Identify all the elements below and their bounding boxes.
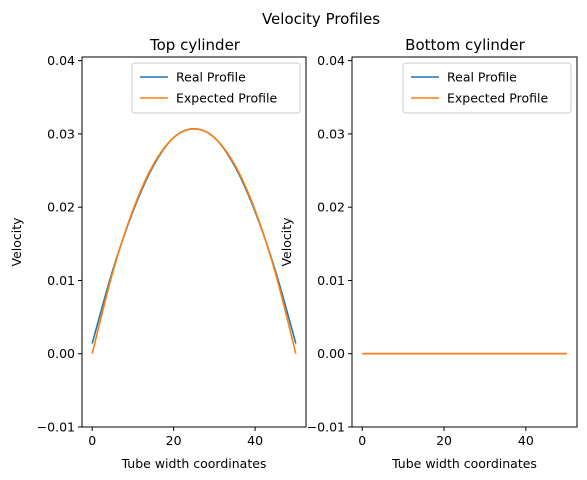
x-tick-label: 20 (436, 433, 452, 448)
x-tick-label: 0 (88, 433, 96, 448)
figure-suptitle: Velocity Profiles (262, 10, 380, 28)
expected-profile-legend-label: Expected Profile (176, 91, 277, 106)
y-tick-label: 0.01 (317, 273, 345, 288)
y-tick-label: 0.04 (317, 53, 345, 68)
x-tick-label: 0 (358, 433, 366, 448)
expected-profile-legend-label: Expected Profile (447, 91, 548, 106)
legend-box (402, 62, 572, 114)
y-tick-label: 0.02 (47, 200, 75, 215)
bottom-cylinder-title: Bottom cylinder (405, 36, 526, 54)
real-profile-legend-label: Real Profile (447, 70, 517, 85)
x-tick-label: 20 (166, 433, 182, 448)
y-tick-label: 0.00 (317, 346, 345, 361)
real-profile-legend-label: Real Profile (176, 70, 246, 85)
y-tick-label: 0.03 (317, 126, 345, 141)
top-cylinder-legend: Real Profile Expected Profile (131, 62, 301, 114)
expected-profile-line (91, 127, 297, 354)
y-tick-label: 0.00 (47, 346, 75, 361)
y-tick-label: −0.01 (37, 420, 75, 435)
y-tick-label: −0.01 (307, 420, 345, 435)
y-tick-label: 0.04 (47, 53, 75, 68)
y-axis-label: Velocity (9, 217, 24, 267)
x-axis-label: Tube width coordinates (121, 456, 267, 471)
y-tick-label: 0.03 (47, 126, 75, 141)
y-tick-label: 0.02 (317, 200, 345, 215)
legend-box (131, 62, 301, 114)
top-cylinder-axes-frame (81, 56, 307, 428)
bottom-cylinder-axes-frame (351, 56, 578, 428)
top-cylinder-title: Top cylinder (149, 36, 241, 54)
x-axis-label: Tube width coordinates (391, 456, 537, 471)
y-tick-label: 0.01 (47, 273, 75, 288)
x-tick-label: 40 (518, 433, 534, 448)
bottom-cylinder-legend: Real Profile Expected Profile (402, 62, 572, 114)
x-tick-label: 40 (247, 433, 263, 448)
bottom-cylinder-chart: Bottom cylinder 0 20 40 −0.01 0.00 0.01 0.02 0.0… (279, 36, 578, 471)
y-axis-label: Velocity (279, 217, 294, 267)
top-cylinder-chart: Top cylinder 0 20 40 −0.01 0.00 0.01 0.02 0.03 0.… (9, 36, 307, 471)
top-cylinder-series-group (91, 127, 297, 354)
real-profile-line (91, 127, 297, 344)
